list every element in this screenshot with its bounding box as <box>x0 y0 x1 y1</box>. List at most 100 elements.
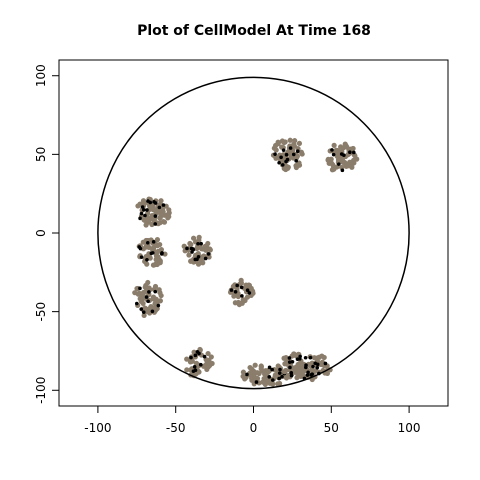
active-cell-point <box>279 155 283 160</box>
active-cell-point <box>145 240 150 245</box>
y-tick-label: -50 <box>34 302 48 322</box>
active-cell-point <box>289 371 294 375</box>
cell-point <box>205 240 211 247</box>
active-cell-point <box>311 364 315 369</box>
cell-point <box>309 360 315 366</box>
active-cell-point <box>331 152 336 157</box>
x-tick-label: 50 <box>324 421 339 435</box>
cell-point <box>279 138 285 144</box>
active-cell-point <box>146 199 150 203</box>
cell-point <box>144 261 150 267</box>
cell-point <box>186 252 192 258</box>
active-cell-point <box>150 251 155 255</box>
cell-point <box>157 290 163 296</box>
cell-point <box>141 312 147 319</box>
cell-point <box>287 137 293 143</box>
active-cell-point <box>294 159 298 163</box>
cell-point <box>161 219 168 225</box>
cell-point <box>184 356 190 362</box>
active-cell-point <box>270 367 274 372</box>
cell-point <box>291 141 297 147</box>
cell-point <box>154 237 161 243</box>
active-cell-point <box>285 157 290 162</box>
active-cell-point <box>156 303 161 308</box>
x-axis: -100 -50 0 50 100 <box>84 406 421 435</box>
x-tick-label: -100 <box>84 421 111 435</box>
plot-frame <box>58 59 449 407</box>
chart-title: Plot of CellModel At Time 168 <box>137 23 371 39</box>
active-cell-point <box>305 373 310 377</box>
active-cell-point <box>277 371 282 375</box>
cell-point <box>199 246 205 252</box>
cell-point <box>158 198 164 204</box>
cell-point <box>196 234 202 240</box>
cell-point <box>252 362 258 368</box>
y-tick-label: 0 <box>34 229 48 237</box>
active-cell-point <box>247 291 252 295</box>
active-cell-point <box>150 309 155 314</box>
cell-point <box>319 353 325 359</box>
cell-point <box>157 220 163 226</box>
active-cell-point <box>193 353 198 358</box>
active-cell-point <box>199 362 203 367</box>
active-cell-point <box>308 355 313 360</box>
active-cell-point <box>291 152 296 157</box>
active-cell-point <box>323 361 328 366</box>
active-cell-point <box>189 355 193 360</box>
active-cell-point <box>144 295 149 299</box>
cell-point <box>158 212 164 218</box>
cell-point <box>340 145 346 151</box>
cell-point <box>259 368 265 374</box>
active-cell-point <box>235 283 239 288</box>
cell-point <box>293 364 299 370</box>
cell-point <box>315 355 321 361</box>
cell-point <box>294 371 301 377</box>
active-cell-point <box>147 290 151 294</box>
cell-point <box>198 258 204 265</box>
cell-point <box>142 305 148 311</box>
active-cell-point <box>141 208 146 212</box>
active-cell-point <box>239 285 244 290</box>
active-cell-point <box>192 365 197 369</box>
active-cell-point <box>342 153 346 158</box>
cell-point <box>296 140 303 147</box>
cell-point <box>279 144 285 150</box>
cell-point <box>329 167 336 173</box>
cell-point <box>335 148 341 154</box>
active-cell-point <box>202 354 207 359</box>
active-cell-point <box>284 152 289 157</box>
active-cell-point <box>273 152 277 156</box>
active-cell-point <box>151 240 156 244</box>
cell-point <box>273 147 279 153</box>
cell-point <box>151 262 157 268</box>
cell-point <box>313 368 319 374</box>
active-cell-point <box>288 146 293 150</box>
active-cell-point <box>315 365 320 370</box>
active-cell-point <box>153 214 158 218</box>
cell-point <box>294 153 300 159</box>
active-cell-point <box>290 359 295 364</box>
cell-point <box>184 367 190 373</box>
active-cell-point <box>267 365 272 370</box>
active-cell-point <box>152 199 156 204</box>
x-tick-label: 100 <box>398 421 421 435</box>
cell-point <box>238 280 244 286</box>
cell-point <box>340 159 346 165</box>
cell-point <box>166 213 172 220</box>
cell-point <box>150 294 157 300</box>
active-cell-point <box>137 245 142 249</box>
active-cell-point <box>304 365 308 370</box>
cell-point <box>273 142 279 149</box>
active-cell-point <box>297 356 302 361</box>
cell-point <box>160 206 166 213</box>
cell-point <box>277 380 283 387</box>
active-cell-point <box>351 150 356 155</box>
active-cell-point <box>191 247 196 252</box>
active-cell-point <box>203 256 208 261</box>
cell-points <box>132 137 360 387</box>
cell-point <box>140 300 146 307</box>
cell-point <box>283 367 289 374</box>
cell-point <box>246 282 252 288</box>
active-cell-point <box>160 252 164 256</box>
